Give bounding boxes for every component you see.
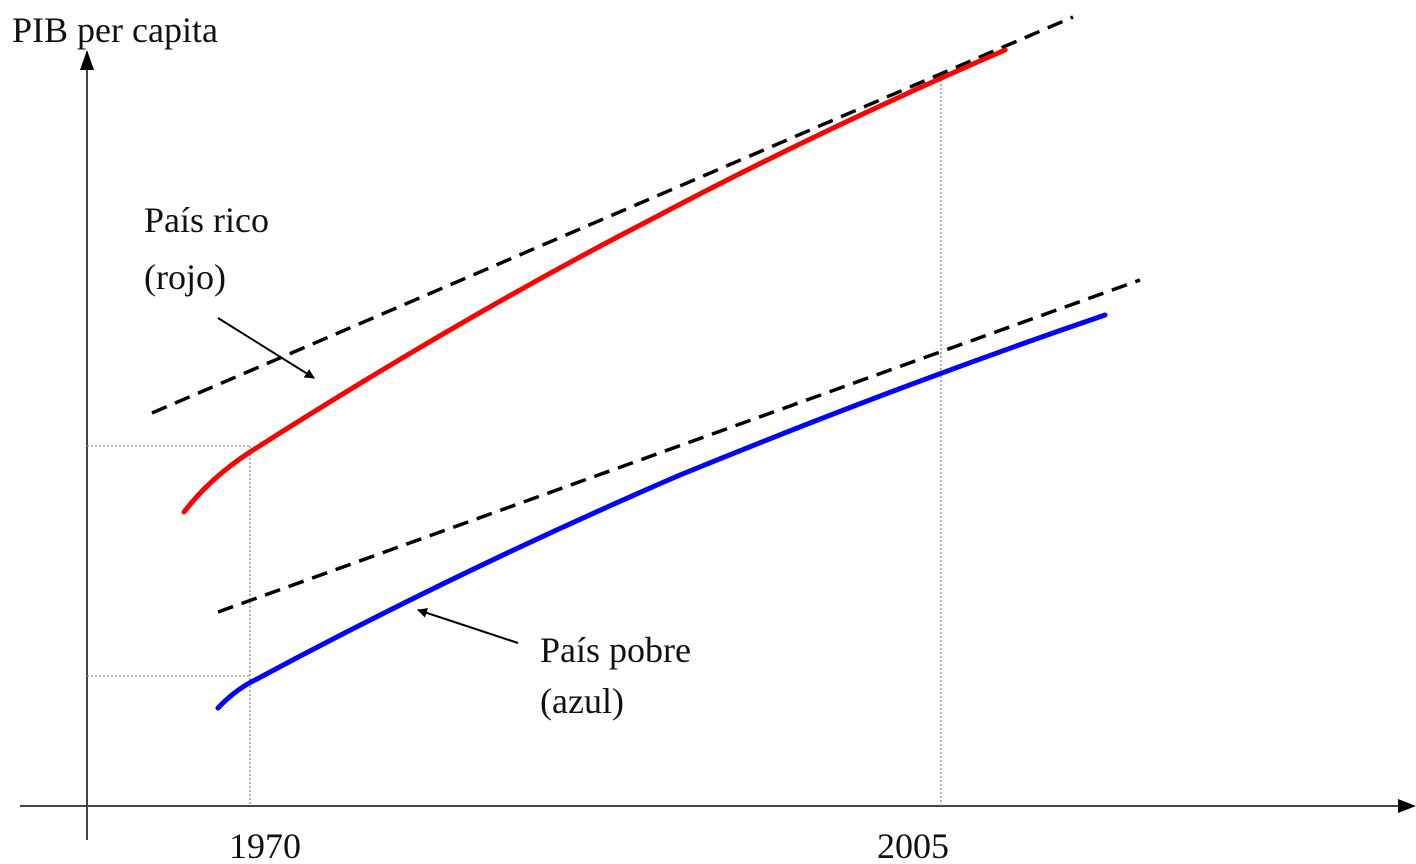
poor-trend-line — [218, 280, 1140, 612]
poor-label-line2: (azul) — [540, 681, 624, 721]
x-axis-arrow-icon — [1398, 799, 1416, 813]
y-axis-label: PIB per capita — [12, 10, 218, 50]
poor-label-line1: País pobre — [540, 630, 691, 670]
y-axis-arrow-icon — [80, 50, 94, 70]
rich-country-curve — [184, 50, 1005, 512]
poor-label-arrow — [418, 610, 518, 643]
guide-lines — [87, 72, 941, 806]
x-tick-2005: 2005 — [877, 826, 949, 864]
rich-label-line2: (rojo) — [144, 257, 226, 297]
x-tick-1970: 1970 — [229, 826, 301, 864]
rich-label-line1: País rico — [144, 200, 269, 240]
